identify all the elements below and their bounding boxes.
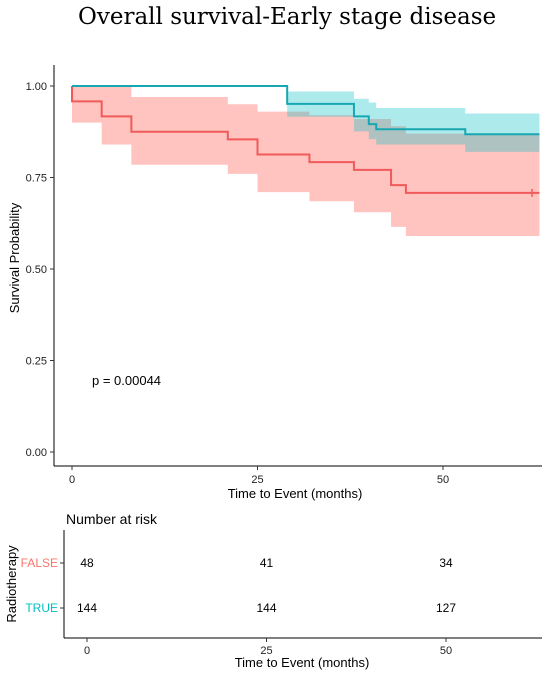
survival-curves	[71, 85, 540, 194]
risk-axis-ticks: 0 25 50	[84, 638, 452, 657]
risk-x-tick-label: 25	[260, 645, 272, 657]
risk-count: 144	[77, 601, 97, 615]
risk-rows: FALSE 48 41 34 TRUE 144 144 127	[21, 556, 457, 615]
risk-table-ylabel: Radiotherapy	[4, 545, 19, 623]
y-tick-label: 0.00	[26, 447, 47, 459]
survival-curve-true	[72, 85, 540, 136]
y-axis-label: Survival Probability	[7, 202, 22, 313]
x-axis-label: Time to Event (months)	[228, 486, 363, 501]
x-tick-label: 25	[251, 474, 263, 486]
p-value-annotation: p = 0.00044	[92, 373, 161, 388]
risk-row-label-true: TRUE	[25, 601, 58, 615]
ci-band-false	[72, 86, 540, 237]
risk-count: 144	[256, 601, 276, 615]
x-tick-label: 0	[69, 474, 75, 486]
survival-plot: 0 25 50 0.00 0.25 0.50 0.75 1.00 p = 0.00044 Ti…	[7, 65, 542, 501]
y-tick-label: 0.75	[26, 173, 47, 185]
x-tick-label: 50	[437, 474, 449, 486]
risk-count: 48	[80, 556, 94, 570]
risk-table: Number at risk Radiotherapy FALSE 48 41 34 T…	[4, 511, 542, 670]
chart-title: Overall survival-Early stage disease	[78, 4, 496, 30]
y-tick-label: 1.00	[26, 81, 47, 93]
y-tick-label: 0.25	[26, 356, 47, 368]
risk-count: 41	[260, 556, 274, 570]
ci-band-true	[72, 86, 540, 152]
risk-x-axis-label: Time to Event (months)	[235, 655, 370, 670]
survival-curve-false	[71, 86, 540, 194]
risk-row-label-false: FALSE	[21, 556, 58, 570]
risk-x-tick-label: 0	[84, 645, 90, 657]
axis-ticks: 0 25 50 0.00 0.25 0.50 0.75 1.00	[26, 81, 450, 486]
risk-count: 34	[439, 556, 453, 570]
risk-table-title: Number at risk	[66, 511, 158, 527]
confidence-bands	[72, 86, 540, 237]
risk-x-tick-label: 50	[440, 645, 452, 657]
y-tick-label: 0.50	[26, 264, 47, 276]
risk-count: 127	[436, 601, 456, 615]
